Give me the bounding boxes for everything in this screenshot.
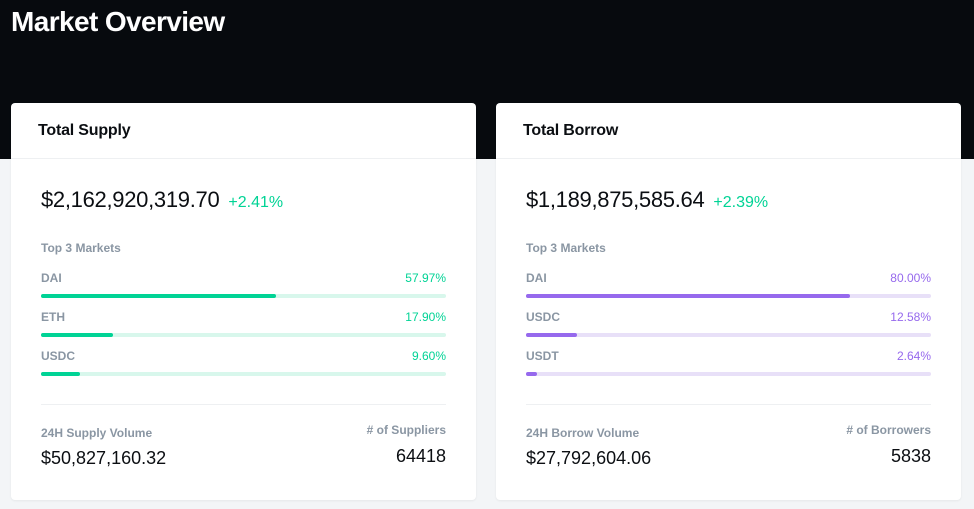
total-supply-value: $2,162,920,319.70 — [41, 187, 220, 212]
market-bar-fill — [41, 372, 80, 376]
volume-label: 24H Supply Volume — [41, 426, 153, 440]
market-bar — [41, 372, 446, 376]
total-row: $1,189,875,585.64 +2.39% — [526, 187, 768, 213]
borrowers-count-label: # of Borrowers — [846, 423, 931, 437]
market-percent: 9.60% — [411, 349, 446, 363]
total-supply-change: +2.41% — [228, 194, 284, 211]
suppliers-count-label: # of Suppliers — [366, 423, 446, 437]
volume-label: 24H Borrow Volume — [526, 426, 640, 440]
market-name: DAI — [526, 271, 547, 285]
market-item[interactable]: DAI 80.00% — [526, 271, 931, 298]
market-percent: 12.58% — [890, 310, 931, 324]
market-name: DAI — [41, 271, 62, 285]
market-item[interactable]: ETH 17.90% — [41, 310, 446, 337]
page-title: Market Overview — [11, 6, 225, 37]
market-item[interactable]: DAI 57.97% — [41, 271, 446, 298]
market-item[interactable]: USDC 9.60% — [41, 349, 446, 376]
market-bar — [526, 333, 931, 337]
divider — [41, 404, 446, 405]
market-percent: 57.97% — [405, 271, 446, 285]
market-item[interactable]: USDC 12.58% — [526, 310, 931, 337]
market-bar — [526, 294, 931, 298]
market-percent: 17.90% — [405, 310, 446, 324]
card-title: Total Borrow — [523, 121, 619, 139]
market-name: ETH — [41, 310, 65, 324]
volume-value: $27,792,604.06 — [526, 448, 652, 468]
market-bar — [41, 294, 446, 298]
card-header: Total Supply — [11, 103, 476, 159]
total-borrow-card: Total Borrow $1,189,875,585.64 +2.39% To… — [496, 103, 961, 500]
market-bar-fill — [526, 294, 850, 298]
total-borrow-change: +2.39% — [713, 194, 769, 211]
market-bar-fill — [41, 294, 276, 298]
borrowers-count-value: 5838 — [890, 446, 931, 466]
total-supply-card: Total Supply $2,162,920,319.70 +2.41% To… — [11, 103, 476, 500]
market-bar — [41, 333, 446, 337]
divider — [526, 404, 931, 405]
market-bar-fill — [41, 333, 114, 337]
market-percent: 80.00% — [890, 271, 931, 285]
market-bar-fill — [526, 333, 577, 337]
market-bar-fill — [526, 372, 537, 376]
volume-value: $50,827,160.32 — [41, 448, 167, 468]
card-title: Total Supply — [38, 121, 131, 139]
suppliers-count-value: 64418 — [395, 446, 446, 466]
market-name: USDT — [526, 349, 559, 363]
market-percent: 2.64% — [896, 349, 931, 363]
top-markets-label: Top 3 Markets — [526, 241, 606, 255]
top-markets-label: Top 3 Markets — [41, 241, 121, 255]
market-name: USDC — [526, 310, 561, 324]
market-item[interactable]: USDT 2.64% — [526, 349, 931, 376]
card-header: Total Borrow — [496, 103, 961, 159]
total-row: $2,162,920,319.70 +2.41% — [41, 187, 283, 213]
market-name: USDC — [41, 349, 76, 363]
total-borrow-value: $1,189,875,585.64 — [526, 187, 705, 212]
market-bar — [526, 372, 931, 376]
